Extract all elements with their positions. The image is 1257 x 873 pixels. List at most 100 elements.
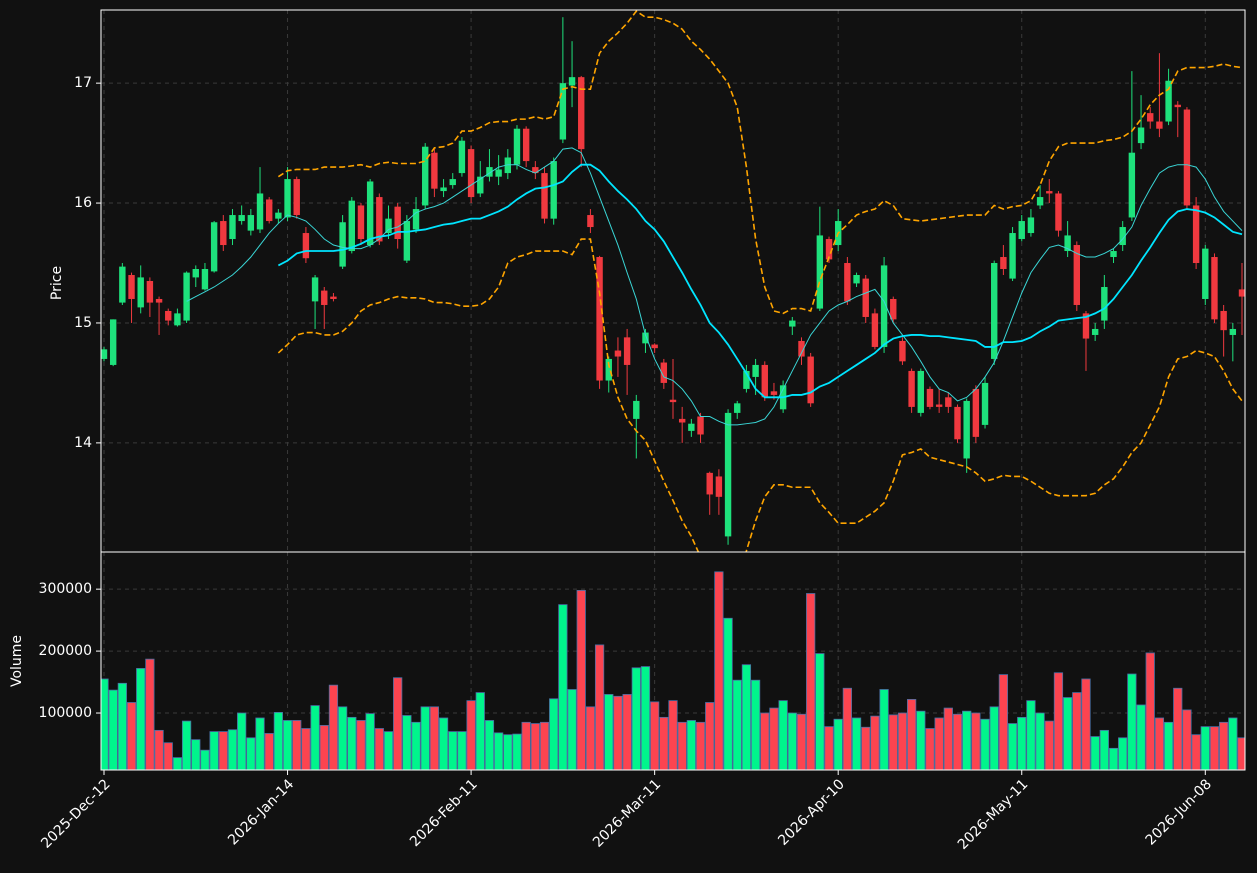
volume-bar bbox=[1219, 721, 1229, 770]
candle-body bbox=[284, 179, 291, 218]
candle-body bbox=[366, 181, 374, 246]
candle-body bbox=[578, 77, 585, 150]
volume-bar bbox=[1035, 712, 1045, 770]
volume-bar bbox=[1081, 678, 1091, 770]
candle-body bbox=[1000, 257, 1007, 270]
candle-body bbox=[357, 205, 365, 240]
volume-bar bbox=[337, 706, 348, 770]
candle-body bbox=[1101, 286, 1108, 321]
candle-body bbox=[734, 403, 741, 413]
y-tick-label: 15 bbox=[74, 315, 92, 331]
candle-body bbox=[706, 472, 713, 495]
candle-body bbox=[770, 391, 778, 395]
volume-bar bbox=[650, 701, 660, 770]
volume-bar bbox=[374, 728, 384, 770]
y-tick-label: 100000 bbox=[39, 705, 92, 721]
volume-bar bbox=[1209, 726, 1220, 770]
volume-bar bbox=[273, 712, 283, 770]
volume-bar bbox=[760, 712, 770, 770]
volume-bar bbox=[126, 702, 137, 770]
candle-body bbox=[1156, 121, 1163, 129]
volume-bar bbox=[438, 717, 449, 770]
volume-bar bbox=[815, 653, 825, 770]
candle-body bbox=[376, 197, 383, 242]
candle-body bbox=[1183, 109, 1191, 206]
volume-bar bbox=[732, 679, 742, 770]
candle-body bbox=[174, 313, 181, 326]
candle-body bbox=[761, 364, 768, 398]
volume-bar bbox=[457, 731, 467, 770]
volume-bar bbox=[108, 689, 118, 770]
volume-bar bbox=[750, 679, 761, 770]
candle-body bbox=[963, 400, 970, 459]
volume-bar bbox=[897, 712, 908, 770]
candle-body bbox=[825, 239, 833, 260]
volume-bar bbox=[310, 705, 320, 770]
volume-bar bbox=[806, 593, 816, 770]
candle-body bbox=[1018, 221, 1025, 240]
indicator-line bbox=[277, 10, 1243, 315]
volume-bar bbox=[200, 749, 210, 770]
candle-body bbox=[807, 356, 814, 404]
candle-body bbox=[605, 358, 612, 381]
volume-frame bbox=[100, 551, 1246, 771]
volume-bar bbox=[466, 700, 476, 770]
volume-bar bbox=[117, 682, 127, 770]
candle-body bbox=[403, 221, 411, 261]
volume-bar bbox=[659, 716, 669, 770]
volume-bar bbox=[787, 712, 797, 770]
candle-body bbox=[844, 263, 851, 302]
x-tick-label: 2025-Dec-12 bbox=[38, 776, 113, 851]
candle-body bbox=[146, 281, 154, 303]
volume-bar bbox=[613, 695, 623, 770]
candle-body bbox=[688, 423, 695, 431]
candle-body bbox=[109, 319, 117, 365]
volume-bar bbox=[1026, 700, 1036, 770]
candle-body bbox=[1119, 227, 1126, 246]
x-tick-label: 2026-Mar-11 bbox=[590, 776, 664, 850]
volume-bar bbox=[154, 729, 164, 770]
candle-body bbox=[477, 176, 484, 194]
volume-bar bbox=[494, 732, 504, 770]
candle-body bbox=[1064, 235, 1071, 252]
volume-bar bbox=[631, 667, 641, 770]
volume-bar bbox=[842, 687, 852, 770]
volume-bar bbox=[475, 692, 485, 770]
candle-body bbox=[1055, 193, 1062, 231]
volume-bar bbox=[227, 729, 238, 770]
volume-bar bbox=[567, 689, 577, 770]
volume-bar bbox=[594, 644, 605, 770]
volume-bar bbox=[1136, 704, 1146, 770]
volume-bar bbox=[980, 718, 990, 770]
volume-bar bbox=[851, 717, 862, 770]
candle-body bbox=[532, 167, 539, 174]
candle-body bbox=[183, 272, 190, 321]
x-tick-label: 2026-Apr-10 bbox=[775, 776, 848, 849]
candle-body bbox=[587, 215, 594, 228]
volume-bar bbox=[714, 571, 724, 770]
volume-bar bbox=[989, 706, 999, 770]
y-tick-label: 200000 bbox=[39, 643, 92, 659]
candle-body bbox=[651, 344, 658, 349]
volume-bar bbox=[328, 684, 339, 770]
volume-bar bbox=[530, 723, 540, 770]
volume-bar bbox=[255, 717, 265, 770]
candle-body bbox=[201, 269, 209, 290]
candle-body bbox=[412, 209, 420, 230]
volume-bar bbox=[861, 726, 871, 770]
volume-bar bbox=[246, 737, 256, 770]
candle-body bbox=[486, 167, 493, 177]
candle-body bbox=[1211, 257, 1218, 320]
candle-body bbox=[550, 161, 557, 219]
candle-body bbox=[1165, 80, 1172, 122]
candle-body bbox=[1229, 328, 1237, 335]
candle-body bbox=[1110, 251, 1117, 258]
candle-body bbox=[596, 257, 603, 381]
candle-body bbox=[1192, 205, 1200, 264]
volume-bar bbox=[1108, 747, 1119, 770]
candle-body bbox=[1147, 113, 1154, 122]
volume-bar bbox=[429, 706, 440, 770]
candle-body bbox=[1220, 310, 1227, 331]
volume-bar bbox=[906, 698, 917, 770]
